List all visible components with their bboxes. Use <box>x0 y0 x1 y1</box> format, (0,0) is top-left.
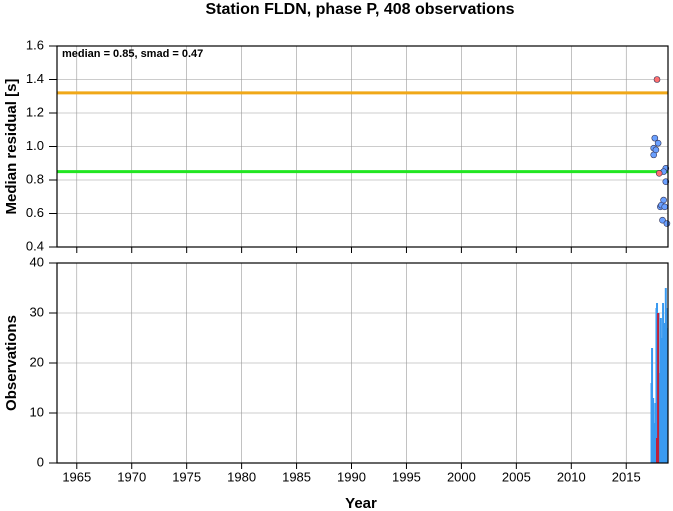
x-tick-label: 2005 <box>502 469 531 484</box>
point <box>654 139 662 147</box>
x-tick-label: 2010 <box>557 469 586 484</box>
bar <box>652 398 655 463</box>
y-tick-label: 1.2 <box>26 104 44 119</box>
x-tick-label: 2015 <box>612 469 641 484</box>
point <box>659 216 666 224</box>
bar <box>659 318 662 463</box>
x-tick-label: 1990 <box>337 469 366 484</box>
x-axis-label: Year <box>345 495 377 511</box>
point <box>653 76 661 83</box>
point <box>655 170 663 177</box>
y-tick-label: 1.4 <box>26 71 44 86</box>
y-tick-label: 1.6 <box>26 37 44 52</box>
y-tick-label: 0.4 <box>26 238 44 253</box>
x-tick-label: 1970 <box>117 469 146 484</box>
bar <box>653 423 656 463</box>
x-tick-label: 1995 <box>392 469 421 484</box>
x-tick-label: 1975 <box>172 469 201 484</box>
bar <box>658 373 661 463</box>
y-tick-label: 30 <box>30 304 44 319</box>
y-tick-label: 1.0 <box>26 138 44 153</box>
y-tick-label: 0.6 <box>26 205 44 220</box>
point <box>663 220 671 227</box>
y-tick-label: 0.8 <box>26 171 44 186</box>
bar <box>660 338 663 463</box>
y-tick-label: 0 <box>37 454 44 469</box>
plot-frame <box>56 262 669 464</box>
x-tick-label: 1965 <box>62 469 91 484</box>
y-tick-label: 20 <box>30 354 44 369</box>
bar <box>662 303 665 463</box>
x-tick-label: 2000 <box>447 469 476 484</box>
annotation: median = 0.85, smad = 0.47 <box>62 48 203 60</box>
y-tick-label: 40 <box>30 254 44 269</box>
bar <box>654 403 657 463</box>
y-tick-label: 10 <box>30 404 44 419</box>
x-tick-label: 1980 <box>227 469 256 484</box>
bar <box>657 313 660 463</box>
point <box>660 196 667 204</box>
point <box>652 146 660 154</box>
plot-frame <box>56 45 669 248</box>
point <box>651 134 659 142</box>
bar <box>656 438 659 463</box>
y-axis-label: Observations <box>3 315 20 411</box>
point <box>662 178 670 185</box>
point <box>661 203 669 211</box>
chart-title: Station FLDN, phase P, 408 observations <box>205 1 514 18</box>
bar <box>665 328 668 463</box>
y-axis-label: Median residual [s] <box>3 79 20 215</box>
bar <box>663 323 666 463</box>
x-tick-label: 1985 <box>282 469 311 484</box>
bar <box>651 348 654 463</box>
